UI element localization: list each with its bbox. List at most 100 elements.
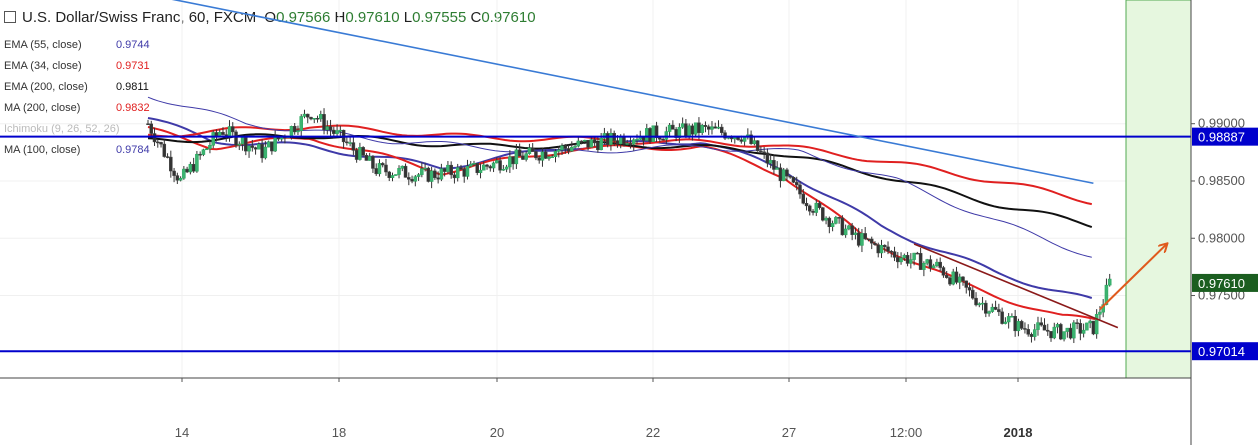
candle-body [583, 139, 587, 142]
candle-body [570, 147, 574, 152]
x-tick-label: 14 [175, 425, 189, 440]
candle-body [1006, 316, 1011, 323]
candle-body [967, 287, 972, 291]
candle-body [436, 177, 440, 180]
candle-body [169, 156, 173, 172]
candle-body [543, 151, 548, 159]
candle-body [332, 129, 336, 134]
candle-body [902, 255, 907, 259]
forecast-arrow[interactable] [1099, 244, 1167, 310]
candle-body [521, 155, 525, 160]
candle-body [221, 132, 225, 135]
candle-body [957, 276, 962, 283]
candle-body [1088, 320, 1092, 324]
candle-body [876, 244, 880, 254]
candle-body [377, 163, 382, 175]
candle-body [909, 259, 913, 264]
candle-body [935, 261, 939, 266]
candle-body [671, 124, 675, 130]
candle-body [794, 182, 799, 186]
candle-body [749, 134, 753, 144]
candle-body [302, 113, 307, 117]
candle-body [540, 151, 545, 161]
candle-body [250, 145, 255, 148]
candle-body [1052, 326, 1057, 339]
candle-body [146, 123, 150, 125]
trendline-0[interactable] [164, 0, 1094, 185]
ma-line-4 [147, 96, 1092, 258]
candle-body [596, 142, 600, 151]
candle-body [586, 139, 590, 148]
price-label: 0.97610 [1198, 276, 1245, 291]
candle-body [609, 132, 613, 145]
candle-body [677, 127, 682, 138]
x-tick-label: 22 [646, 425, 660, 440]
candle-body [403, 165, 408, 178]
candle-body [752, 140, 757, 144]
candle-body [563, 145, 568, 149]
candle-body [1019, 321, 1024, 329]
legend-ema34[interactable]: EMA (34, close) 0.9731 [4, 60, 150, 72]
candle-body [537, 157, 541, 161]
candle-body [1046, 329, 1050, 332]
trendline-1[interactable] [913, 243, 1119, 329]
candle-body [808, 205, 812, 212]
candle-body [495, 160, 499, 164]
candle-body [1026, 329, 1030, 335]
candle-body [260, 143, 264, 159]
candle-body [325, 126, 330, 131]
candle-body [821, 207, 825, 221]
candle-body [827, 217, 832, 227]
candle-body [511, 156, 515, 165]
candle-body [866, 238, 871, 241]
candle-body [217, 132, 222, 136]
candle-body [589, 139, 594, 148]
candle-body [592, 139, 597, 143]
candle-body [768, 160, 773, 164]
legend-ichimoku[interactable]: Ichimoku (9, 26, 52, 26) [4, 123, 120, 135]
candle-body [198, 153, 202, 156]
candle-body [240, 137, 245, 145]
candle-body [165, 156, 170, 158]
candle-body [658, 137, 662, 140]
candle-body [912, 252, 916, 260]
candle-body [892, 251, 897, 258]
horizontal-levels [0, 135, 1191, 353]
candle-body [664, 131, 669, 140]
candle-body [227, 126, 232, 137]
candle-body [416, 174, 421, 177]
collapse-icon[interactable] [4, 11, 16, 23]
candle-body [1029, 334, 1034, 337]
candle-body [899, 257, 903, 263]
candle-body [348, 142, 352, 144]
legend-ma200[interactable]: MA (200, close) 0.9832 [4, 102, 150, 114]
candle-body [951, 271, 955, 285]
candle-body [292, 126, 297, 133]
candle-body [941, 267, 946, 276]
candle-body [335, 130, 339, 134]
candle-body [863, 233, 867, 240]
candle-body [1068, 327, 1073, 339]
candle-body [1085, 322, 1089, 331]
candle-body [654, 125, 659, 139]
candle-body [237, 143, 242, 146]
x-tick-label: 18 [332, 425, 346, 440]
candle-body [446, 164, 450, 172]
candle-body [1107, 278, 1112, 286]
candle-body [534, 151, 538, 159]
candle-body [645, 128, 649, 141]
legend-ema55[interactable]: EMA (55, close) 0.9744 [4, 39, 150, 51]
candle-body [315, 118, 320, 120]
candle-body [834, 217, 838, 224]
candle-body [504, 166, 509, 170]
candle-body [964, 280, 969, 288]
candle-body [247, 145, 251, 152]
candle-body [837, 217, 841, 219]
legend-ema200[interactable]: EMA (200, close) 0.9811 [4, 81, 149, 93]
candle-body [648, 128, 652, 142]
candle-body [449, 164, 453, 176]
legend-ma100[interactable]: MA (100, close) 0.9784 [4, 144, 150, 156]
candle-body [1023, 328, 1027, 330]
candle-body [954, 271, 959, 283]
